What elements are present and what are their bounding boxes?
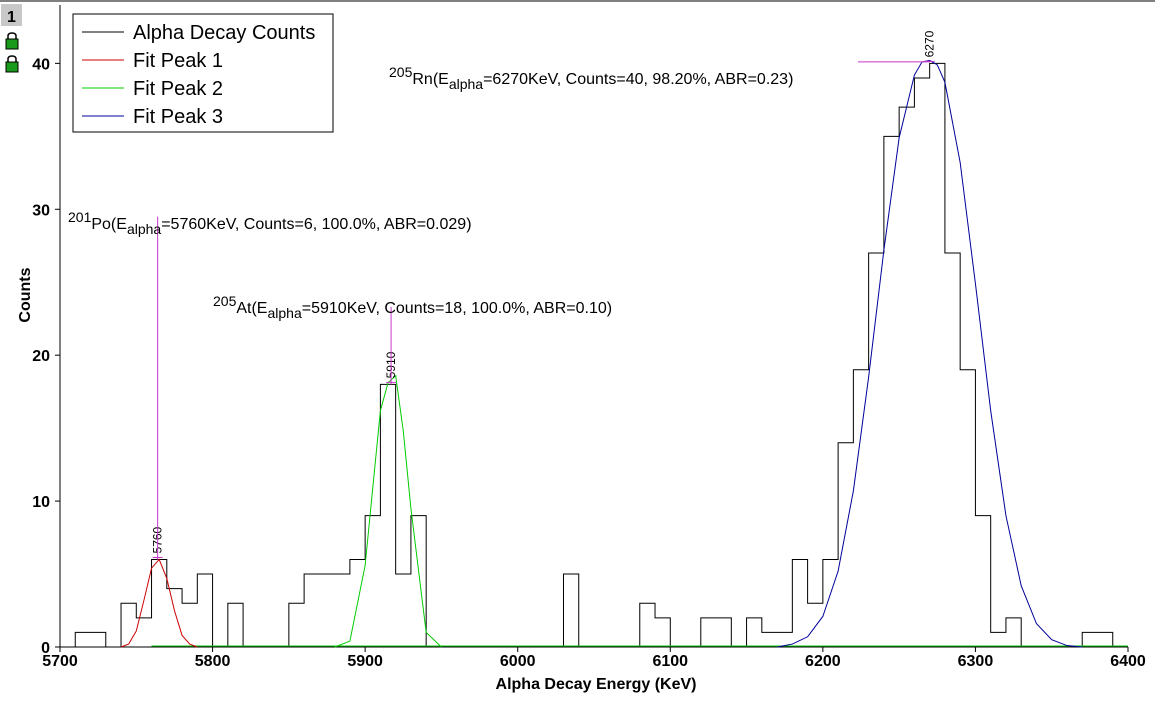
- y-tick-label: 40: [32, 56, 50, 73]
- legend-box: [72, 13, 334, 133]
- peak-annotation: 201Po(Ealpha=5760KeV, Counts=6, 100.0%, …: [68, 209, 472, 237]
- y-tick-label: 10: [32, 494, 50, 511]
- legend-label-fit1: Fit Peak 1: [133, 50, 223, 72]
- y-tick-label: 0: [41, 640, 50, 657]
- x-tick-label: 6200: [805, 653, 841, 670]
- annotations: 201Po(Ealpha=5760KeV, Counts=6, 100.0%, …: [68, 61, 930, 560]
- peak-marker-label: 6270: [923, 30, 937, 57]
- lock-icon[interactable]: [5, 55, 19, 73]
- legend-label-fit3: Fit Peak 3: [133, 106, 223, 128]
- y-axis-title: Counts: [17, 267, 34, 322]
- series-alpha-decay-counts: [74, 62, 1128, 648]
- x-tick-label: 5700: [42, 653, 78, 670]
- x-tick-label: 6300: [958, 653, 994, 670]
- series-fit-peak-2: [334, 374, 442, 648]
- series-fit-peak-1: [120, 558, 198, 648]
- peak-annotation: 205At(Ealpha=5910KeV, Counts=18, 100.0%,…: [213, 293, 612, 321]
- series-fit-peak-3: [776, 59, 1083, 648]
- peak-annotation: 205Rn(Ealpha=6270KeV, Counts=40, 98.20%,…: [389, 64, 793, 92]
- y-tick-label: 20: [32, 348, 50, 365]
- legend[interactable]: Alpha Decay Counts Fit Peak 1 Fit Peak 2…: [72, 13, 334, 133]
- x-tick-label: 6100: [652, 653, 688, 670]
- x-axis-title: Alpha Decay Energy (KeV): [496, 676, 697, 693]
- layer-badge-number: 1: [7, 9, 16, 26]
- x-axis-ticks: 5700 5800 5900 6000 6100 6200 6300 6400: [42, 647, 1146, 670]
- legend-label-counts: Alpha Decay Counts: [133, 22, 315, 44]
- y-axis-ticks: 0 10 20 30 40: [32, 56, 60, 657]
- layer-badge[interactable]: 1: [1, 4, 22, 26]
- legend-label-fit2: Fit Peak 2: [133, 78, 223, 100]
- y-tick-label: 30: [32, 202, 50, 219]
- x-tick-label: 6000: [500, 653, 536, 670]
- x-tick-label: 5800: [195, 653, 231, 670]
- lock-icon[interactable]: [5, 32, 19, 50]
- x-tick-label: 6400: [1110, 653, 1146, 670]
- x-tick-label: 5900: [347, 653, 383, 670]
- layer-badge-bg: [1, 4, 22, 26]
